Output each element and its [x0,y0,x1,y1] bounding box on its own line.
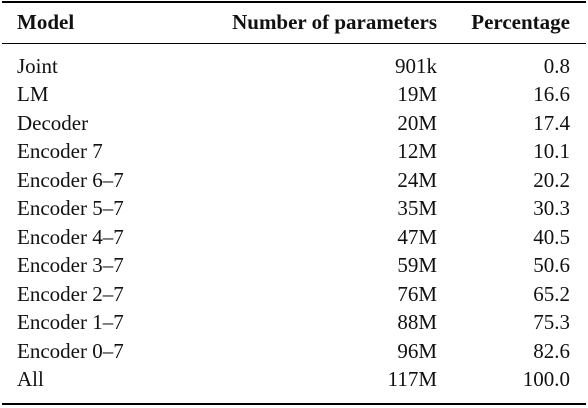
cell-params: 35M [397,196,437,221]
table-row: Encoder 0–7 96M 82.6 [0,337,588,366]
cell-params: 47M [397,224,437,249]
table-row: Encoder 1–7 88M 75.3 [0,309,588,338]
cell-model: Joint [17,53,58,78]
top-rule [2,1,586,3]
cell-percentage: 50.6 [533,253,570,278]
cell-percentage: 65.2 [533,281,570,306]
header-row: Model Number of parameters Percentage [0,0,588,44]
cell-model: Encoder 6–7 [17,167,124,192]
cell-percentage: 100.0 [522,367,570,392]
cell-percentage: 30.3 [533,196,570,221]
cell-percentage: 40.5 [533,224,570,249]
cell-percentage: 10.1 [533,139,570,164]
cell-model: Encoder 7 [17,139,103,164]
cell-percentage: 17.4 [533,110,570,135]
cell-params: 901k [395,53,437,78]
header-params: Number of parameters [232,9,437,34]
table-row: Encoder 4–7 47M 40.5 [0,223,588,252]
header-model: Model [17,9,75,34]
cell-percentage: 82.6 [533,338,570,363]
cell-params: 96M [397,338,437,363]
header-rule [2,43,586,44]
cell-model: LM [17,82,49,107]
header-percentage: Percentage [471,9,570,34]
parameters-table: Model Number of parameters Percentage Jo… [0,0,588,394]
cell-percentage: 20.2 [533,167,570,192]
cell-model: Encoder 3–7 [17,253,124,278]
table-row: Encoder 7 12M 10.1 [0,138,588,167]
table-row: Encoder 2–7 76M 65.2 [0,280,588,309]
table-row: LM 19M 16.6 [0,81,588,110]
cell-model: Encoder 1–7 [17,310,124,335]
cell-params: 117M [387,367,437,392]
cell-params: 59M [397,253,437,278]
cell-model: Encoder 4–7 [17,224,124,249]
cell-model: Decoder [17,110,89,135]
cell-params: 24M [397,167,437,192]
table-row: Encoder 5–7 35M 30.3 [0,195,588,224]
table-row: Decoder 20M 17.4 [0,109,588,138]
cell-params: 12M [397,139,437,164]
cell-params: 20M [397,110,437,135]
cell-params: 88M [397,310,437,335]
cell-model: Encoder 5–7 [17,196,124,221]
bottom-rule [2,403,586,405]
cell-model: All [17,367,44,392]
cell-percentage: 16.6 [533,82,570,107]
table-row: Encoder 3–7 59M 50.6 [0,252,588,281]
cell-model: Encoder 2–7 [17,281,124,306]
cell-params: 19M [397,82,437,107]
table-header: Model Number of parameters Percentage [0,0,588,44]
table-body: Joint 901k 0.8 LM 19M 16.6 Decoder 20M 17.4 Encod… [0,44,588,394]
table-row: Joint 901k 0.8 [0,44,588,81]
table-row: All 117M 100.0 [0,366,588,395]
cell-percentage: 75.3 [533,310,570,335]
cell-percentage: 0.8 [543,53,570,78]
cell-model: Encoder 0–7 [17,338,124,363]
cell-params: 76M [397,281,437,306]
table-row: Encoder 6–7 24M 20.2 [0,166,588,195]
